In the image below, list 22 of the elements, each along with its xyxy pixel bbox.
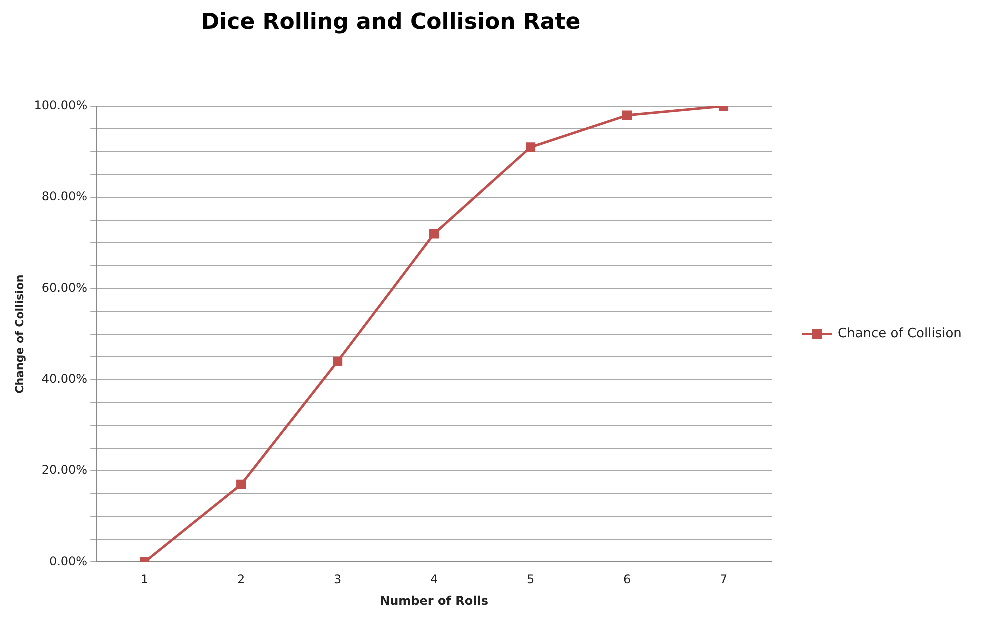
y-tick-label: 20.00% — [42, 463, 88, 478]
y-tick-label: 60.00% — [42, 280, 88, 295]
y-tick-label: 0.00% — [49, 554, 88, 568]
y-tick-label: 40.00% — [42, 372, 88, 386]
x-tick-label: 1 — [141, 572, 149, 587]
x-tick-label: 7 — [720, 572, 728, 587]
legend-label: Chance of Collision — [838, 326, 962, 342]
point — [236, 480, 246, 490]
point — [333, 356, 343, 366]
x-tick-label: 3 — [334, 572, 342, 587]
chart-title: Dice Rolling and Collision Rate — [201, 10, 581, 35]
y-tick-label: 80.00% — [42, 190, 88, 204]
point — [622, 110, 632, 120]
x-axis-title: Number of Rolls — [380, 594, 489, 608]
x-tick-label: 2 — [238, 572, 246, 587]
y-tick-label: 100.00% — [34, 98, 88, 113]
x-tick-label: 6 — [623, 572, 632, 587]
y-axis-title: Change of Collision — [13, 274, 26, 394]
point — [526, 142, 536, 152]
point — [430, 229, 440, 239]
x-tick-label: 5 — [526, 572, 535, 587]
x-tick-label: 4 — [430, 572, 438, 587]
